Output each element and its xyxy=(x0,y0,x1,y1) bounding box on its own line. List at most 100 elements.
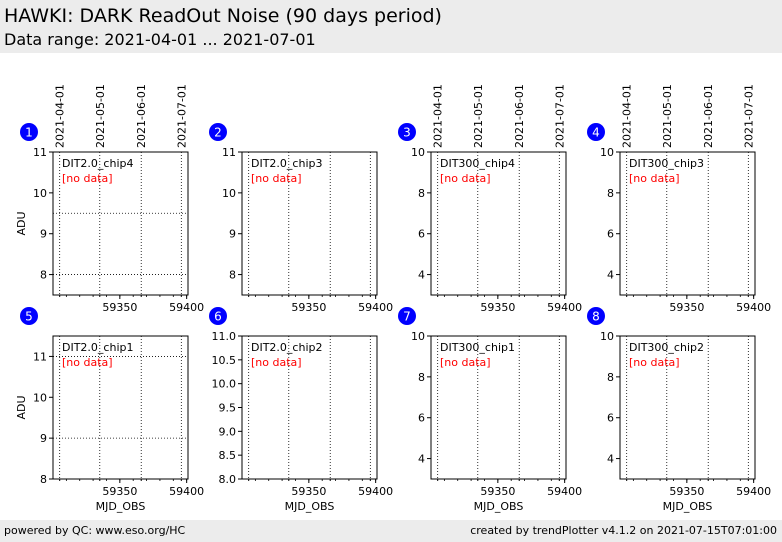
date-tick-label: 2021-06-01 xyxy=(513,84,526,148)
x-tick-label: 59350 xyxy=(102,485,137,498)
x-tick-label: 59350 xyxy=(102,301,137,314)
panel-name: DIT2.0_chip3 xyxy=(251,157,322,170)
panel-frame xyxy=(619,335,756,480)
panel-name: DIT300_chip1 xyxy=(440,341,515,354)
no-data-label: [no data] xyxy=(62,172,113,185)
panel-number-badge xyxy=(398,123,416,141)
date-tick-label: 2021-04-01 xyxy=(621,84,634,148)
y-tick-label: 8.0 xyxy=(219,473,237,486)
y-tick-label: 4 xyxy=(418,453,425,466)
x-tick-label: 59400 xyxy=(736,301,771,314)
panel-2: 8 9 10 11 59350 59400 DIT2.0_chip3 [no data] 2 xyxy=(209,123,393,314)
y-tick-label: 6 xyxy=(607,228,614,241)
date-tick-label: 2021-04-01 xyxy=(54,84,67,148)
panel-6: 8.0 8.5 9.0 9.5 10.0 10.5 11.0 59350 59400 MJD_OB… xyxy=(209,307,393,513)
y-tick-label: 11 xyxy=(33,146,47,159)
panel-frame xyxy=(430,151,567,296)
x-axis-label: MJD_OBS xyxy=(474,500,524,513)
panel-4: 4 6 8 10 59350 59400 2021-04-01 2021-05-01 2021-… xyxy=(587,84,771,314)
y-tick-label: 8 xyxy=(418,187,425,200)
y-tick-label: 8 xyxy=(418,371,425,384)
panel-3: 4 6 8 10 59350 59400 2021-04-01 2021-05-01 2021-… xyxy=(398,84,582,314)
y-tick-label: 6 xyxy=(418,412,425,425)
no-data-label: [no data] xyxy=(251,172,302,185)
panel-number: 2 xyxy=(214,126,222,140)
no-data-label: [no data] xyxy=(629,172,680,185)
y-tick-label: 8.5 xyxy=(219,449,237,462)
panel-name: DIT300_chip2 xyxy=(629,341,704,354)
x-tick-label: 59400 xyxy=(547,485,582,498)
panel-name: DIT2.0_chip4 xyxy=(62,157,133,170)
panel-number-badge xyxy=(20,307,38,325)
panel-number-badge xyxy=(209,123,227,141)
panel-number-badge xyxy=(209,307,227,325)
x-tick-label: 59400 xyxy=(169,485,204,498)
x-tick-label: 59400 xyxy=(358,485,393,498)
footer-generator: created by trendPlotter v4.1.2 on 2021-0… xyxy=(470,524,777,537)
y-tick-label: 11 xyxy=(33,350,47,363)
y-tick-label: 8 xyxy=(607,371,614,384)
date-tick-label: 2021-07-01 xyxy=(175,84,188,148)
y-tick-label: 10 xyxy=(411,146,425,159)
y-tick-label: 9.5 xyxy=(219,402,237,415)
page-subtitle: Data range: 2021-04-01 ... 2021-07-01 xyxy=(4,30,316,49)
date-tick-label: 2021-06-01 xyxy=(135,84,148,148)
panel-number: 8 xyxy=(592,310,600,324)
y-tick-label: 10 xyxy=(222,187,236,200)
date-tick-label: 2021-05-01 xyxy=(661,84,674,148)
y-tick-label: 9 xyxy=(229,228,236,241)
y-tick-label: 4 xyxy=(418,269,425,282)
y-tick-label: 8 xyxy=(40,473,47,486)
no-data-label: [no data] xyxy=(251,356,302,369)
panel-7: 4 6 8 10 59350 59400 MJD_OBS DIT300_chip1 [no da… xyxy=(398,307,582,513)
panel-frame xyxy=(52,335,189,480)
panel-frame xyxy=(241,151,378,296)
date-tick-label: 2021-06-01 xyxy=(702,84,715,148)
panel-number-badge xyxy=(587,123,605,141)
panel-frame xyxy=(430,335,567,480)
y-axis-label: ADU xyxy=(15,211,28,235)
no-data-label: [no data] xyxy=(440,172,491,185)
panel-name: DIT300_chip3 xyxy=(629,157,704,170)
page-title: HAWKI: DARK ReadOut Noise (90 days perio… xyxy=(4,5,442,27)
no-data-label: [no data] xyxy=(62,356,113,369)
x-tick-label: 59350 xyxy=(291,485,326,498)
y-tick-label: 6 xyxy=(418,228,425,241)
y-axis-label: ADU xyxy=(15,395,28,419)
y-tick-label: 10 xyxy=(33,391,47,404)
panel-1: 8 9 10 11 59350 59400 2021-04-01 2021-05-01 2021… xyxy=(15,84,204,314)
date-tick-label: 2021-05-01 xyxy=(94,84,107,148)
panel-number: 7 xyxy=(403,310,411,324)
y-tick-label: 10 xyxy=(600,330,614,343)
panel-name: DIT2.0_chip2 xyxy=(251,341,322,354)
panel-number-badge xyxy=(398,307,416,325)
x-tick-label: 59400 xyxy=(547,301,582,314)
y-tick-label: 10.0 xyxy=(212,378,237,391)
panel-frame xyxy=(619,151,756,296)
y-tick-label: 8 xyxy=(607,187,614,200)
x-tick-label: 59350 xyxy=(291,301,326,314)
y-tick-label: 10 xyxy=(600,146,614,159)
no-data-label: [no data] xyxy=(440,356,491,369)
panel-number: 5 xyxy=(25,310,33,324)
footer-bar: powered by QC: www.eso.org/HC created by… xyxy=(0,520,782,542)
date-tick-label: 2021-04-01 xyxy=(432,84,445,148)
y-tick-label: 10.5 xyxy=(212,354,237,367)
y-tick-label: 8 xyxy=(229,269,236,282)
x-tick-label: 59350 xyxy=(669,301,704,314)
date-tick-label: 2021-05-01 xyxy=(472,84,485,148)
header-bar: HAWKI: DARK ReadOut Noise (90 days perio… xyxy=(0,0,782,53)
x-tick-label: 59400 xyxy=(169,301,204,314)
no-data-label: [no data] xyxy=(629,356,680,369)
panel-frame xyxy=(52,151,189,296)
y-tick-label: 9 xyxy=(40,432,47,445)
x-axis-label: MJD_OBS xyxy=(663,500,713,513)
y-tick-label: 9.0 xyxy=(219,425,237,438)
panel-number: 6 xyxy=(214,310,222,324)
x-tick-label: 59350 xyxy=(480,301,515,314)
panel-5: 8 9 10 11 59350 59400 ADU MJD_OBS DIT2.0_chip1 [n… xyxy=(15,307,204,513)
y-tick-label: 8 xyxy=(40,269,47,282)
x-tick-label: 59350 xyxy=(669,485,704,498)
